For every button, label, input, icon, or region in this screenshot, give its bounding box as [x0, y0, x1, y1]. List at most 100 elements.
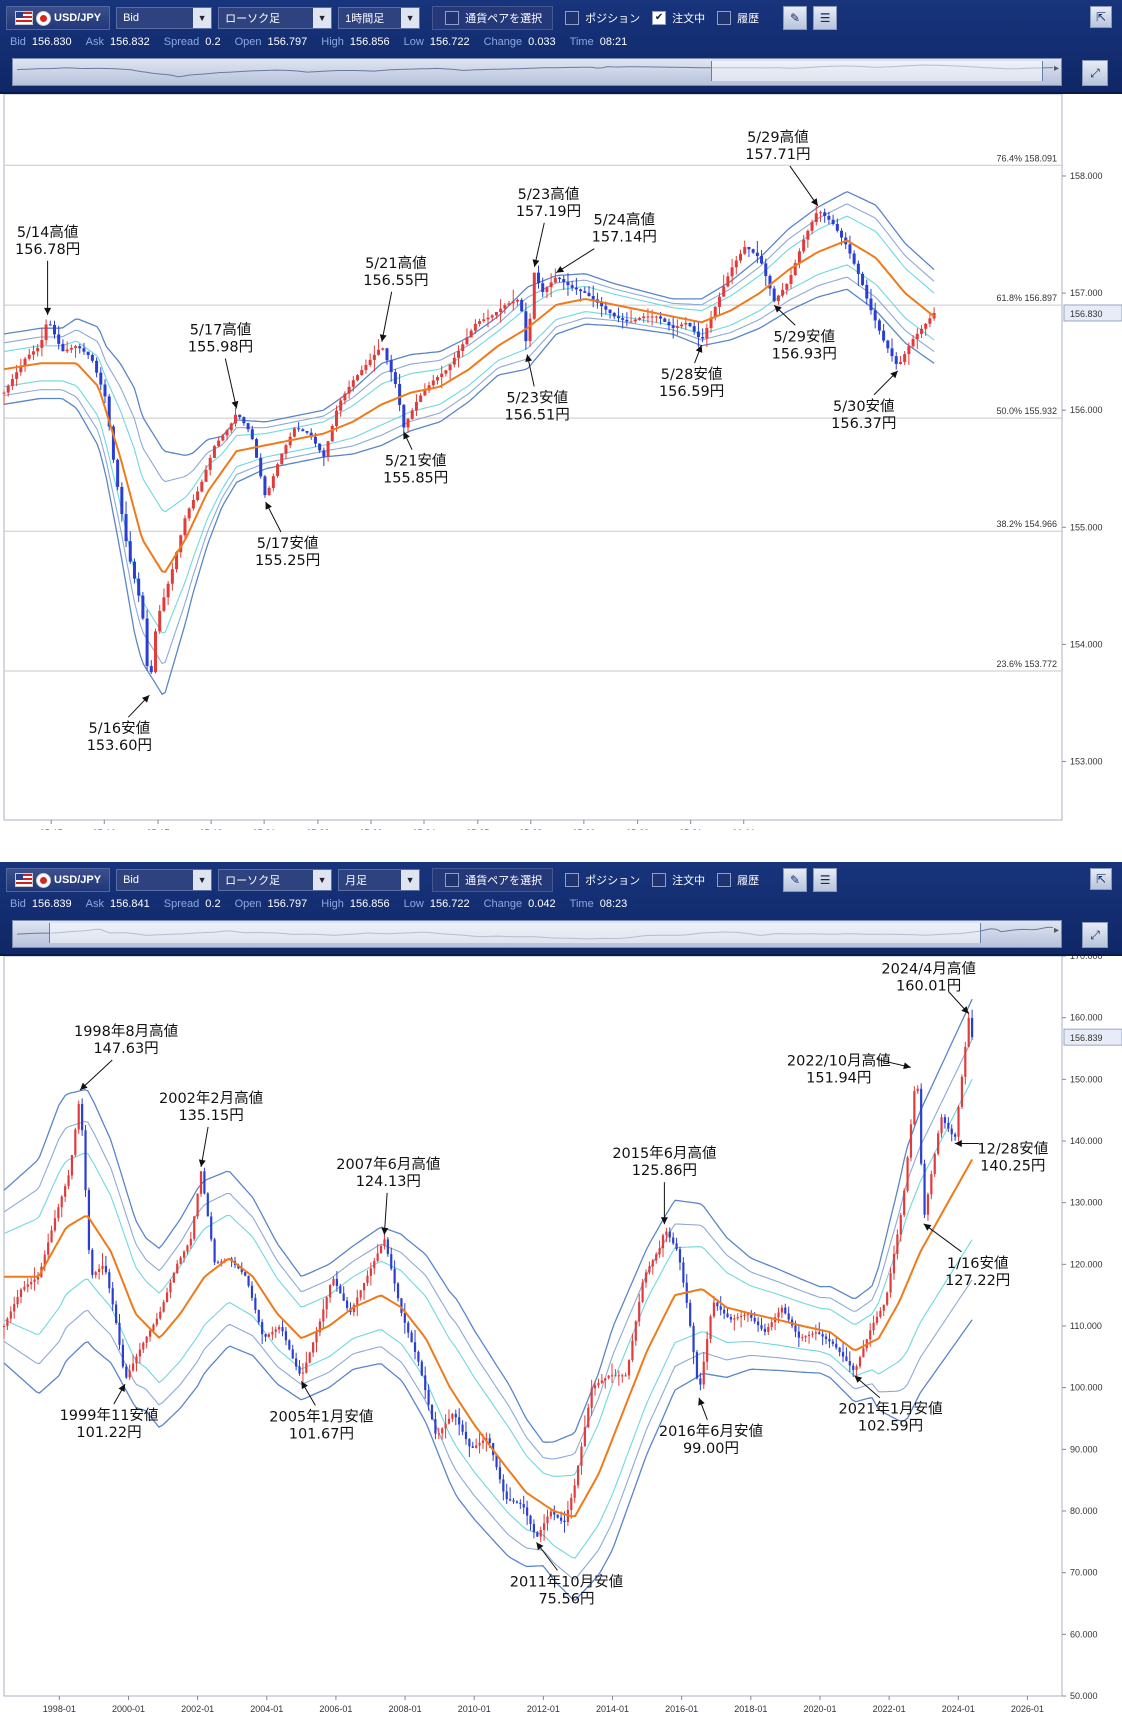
candlestick: [872, 1315, 875, 1336]
candlestick: [616, 307, 620, 323]
orders-checkbox[interactable]: ✔: [652, 11, 667, 25]
candlestick: [804, 1335, 807, 1342]
candlestick: [954, 1132, 957, 1141]
checkbox-icon: [445, 873, 460, 887]
annotation-label: 2016年6月安値: [659, 1423, 763, 1440]
navigator-thumb[interactable]: [711, 61, 1043, 81]
candlestick: [528, 313, 532, 347]
timeframe-select[interactable]: 1時間足 ▼: [338, 7, 421, 29]
candlestick: [631, 1333, 634, 1363]
candlestick: [318, 443, 322, 453]
navigator-scrollbar[interactable]: ▸: [12, 58, 1062, 86]
candlestick: [196, 486, 200, 502]
candlestick: [145, 1335, 148, 1349]
candlestick: [482, 312, 486, 323]
currency-pair-badge[interactable]: USD/JPY: [6, 868, 111, 892]
timeframe-select[interactable]: 月足 ▼: [338, 869, 421, 891]
quote-key: Low: [403, 36, 424, 48]
candlestick: [852, 1362, 855, 1378]
expand-icon[interactable]: ⤢: [1082, 922, 1108, 948]
edit-icon[interactable]: ✎: [783, 6, 808, 30]
candlestick: [210, 1211, 213, 1242]
candlestick: [221, 433, 225, 442]
candlestick: [553, 1505, 556, 1521]
candlestick: [587, 286, 591, 297]
quote-value: 156.856: [349, 36, 390, 48]
candlestick: [926, 1192, 930, 1221]
candlestick: [573, 1478, 576, 1503]
chevron-right-icon[interactable]: ▸: [1053, 63, 1059, 74]
history-checkbox[interactable]: [717, 11, 732, 25]
candlestick: [746, 1313, 750, 1323]
annotation-price: 156.37円: [831, 416, 896, 432]
candlestick: [200, 479, 204, 493]
annotation-label: 2022/10月高値: [787, 1052, 891, 1069]
checkbox-icon: [445, 11, 460, 25]
candlestick: [162, 588, 166, 613]
y-tick-label: 110.000: [1070, 1321, 1102, 1331]
navigator-scrollbar[interactable]: ▸: [12, 920, 1062, 948]
x-tick-label: 2026-01: [1011, 1704, 1044, 1714]
navigator-thumb[interactable]: [49, 923, 981, 943]
candlestick: [332, 1276, 335, 1287]
collapse-arrow-icon[interactable]: ⇱: [1090, 868, 1112, 890]
candlestick: [280, 453, 284, 465]
select-pair-button[interactable]: 通貨ペアを選択: [432, 6, 554, 30]
candlestick: [325, 1296, 328, 1319]
candlestick: [801, 1334, 804, 1342]
candlestick: [53, 320, 57, 339]
candlestick: [898, 355, 902, 365]
position-checkbox[interactable]: [565, 873, 580, 887]
candlestick: [431, 374, 435, 388]
candlestick: [916, 1085, 919, 1094]
chevron-right-icon[interactable]: ▸: [1053, 925, 1059, 936]
candlestick: [894, 352, 898, 370]
position-checkbox[interactable]: [565, 11, 580, 25]
candlestick: [648, 1261, 651, 1275]
edit-icon[interactable]: ✎: [783, 868, 808, 892]
price-chart[interactable]: 153.000 154.000 155.000 156.000 157.000 158.0…: [0, 94, 1122, 830]
candlestick: [259, 453, 263, 479]
currency-pair-badge[interactable]: USD/JPY: [6, 6, 111, 30]
price-chart[interactable]: 50.000 60.000 70.000 80.000 90.000 100.000 110…: [0, 956, 1122, 1718]
candlestick: [471, 1441, 474, 1449]
candlestick: [454, 1409, 457, 1426]
candlestick: [60, 1195, 63, 1218]
price-type-select[interactable]: Bid ▼: [116, 7, 213, 29]
chart-type-select[interactable]: ローソク足 ▼: [218, 869, 333, 891]
candlestick: [381, 347, 385, 351]
quote-value: 156.832: [110, 36, 150, 48]
candlestick: [733, 1314, 736, 1331]
candlestick: [621, 313, 625, 329]
expand-icon[interactable]: ⤢: [1082, 60, 1108, 86]
candlestick: [137, 572, 141, 602]
annotation-label: 5/24高値: [593, 212, 655, 229]
y-tick-label: 156.000: [1070, 405, 1103, 415]
list-icon[interactable]: ☰: [813, 6, 838, 30]
orders-checkbox[interactable]: [652, 873, 667, 887]
chart-type-select[interactable]: ローソク足 ▼: [218, 7, 333, 29]
candlestick: [879, 1307, 882, 1319]
annotation-label: 5/17安値: [257, 535, 319, 552]
quote-key: Time: [569, 36, 594, 48]
candlestick: [734, 255, 738, 275]
candlestick: [250, 1281, 254, 1301]
collapse-arrow-icon[interactable]: ⇱: [1090, 6, 1112, 28]
candlestick: [246, 422, 250, 433]
candlestick: [444, 369, 448, 377]
candlestick: [672, 1232, 675, 1245]
history-checkbox[interactable]: [717, 873, 732, 887]
candlestick: [82, 342, 86, 355]
quote-key: Ask: [85, 898, 105, 910]
candlestick: [465, 328, 469, 346]
list-icon[interactable]: ☰: [813, 868, 838, 892]
select-pair-button[interactable]: 通貨ペアを選択: [432, 868, 554, 892]
quote-value: 156.722: [429, 898, 470, 910]
candlestick: [128, 531, 132, 564]
candlestick: [271, 1326, 274, 1341]
candlestick: [111, 1282, 114, 1311]
price-type-select[interactable]: Bid ▼: [116, 869, 213, 891]
bollinger-band-line: [3, 215, 935, 513]
